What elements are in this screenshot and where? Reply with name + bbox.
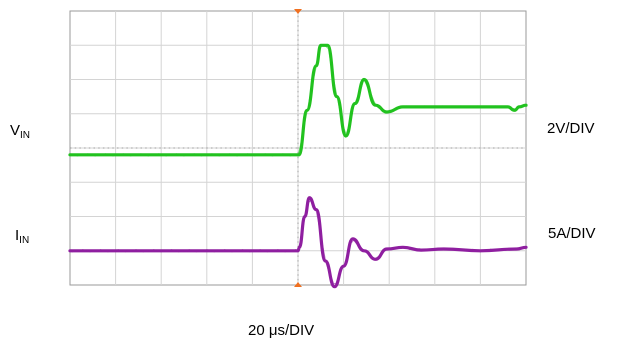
vin-trace-noise [69, 44, 527, 157]
x-axis-label: 20 μs/DIV [248, 322, 315, 339]
grid [70, 11, 526, 285]
vin-channel-label: VIN [10, 122, 31, 141]
trigger-marker-top [294, 9, 302, 14]
vin-scale-label: 2V/DIV [547, 120, 595, 137]
trigger-marker-bottom [294, 282, 302, 287]
iin-scale-label: 5A/DIV [548, 225, 596, 242]
iin-channel-label: IIN [15, 227, 30, 246]
traces [68, 43, 528, 289]
iin-trace-noise [69, 199, 527, 285]
